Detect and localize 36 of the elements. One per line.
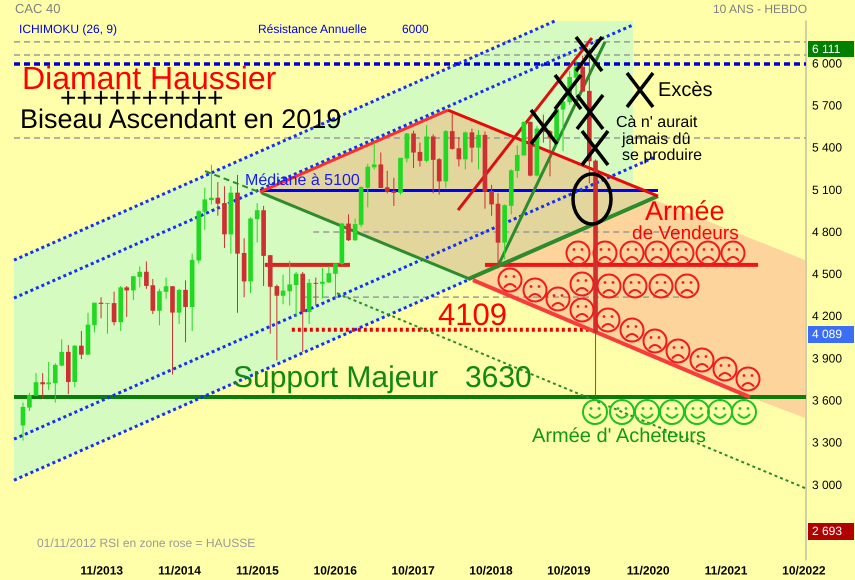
text: 2 693 [808,523,854,540]
annotation: 6000 [402,22,429,36]
x-tick-label: 11/2015 [236,564,280,578]
y-tick-label: 5 100 [812,182,842,197]
y-tick-label: 3 900 [812,351,842,366]
annotation: Excès [658,79,712,101]
y-tick-label: 4 800 [812,224,842,239]
annotation: jamais dû [622,131,690,148]
chart-subtitle: 10 ANS - HEBDO [713,2,808,16]
x-tick-label: 11/2014 [158,564,202,578]
y-tick-label: 5 700 [812,98,842,112]
x-tick-label: 11/2013 [80,564,124,578]
x-tick-label: 10/2018 [469,564,513,578]
y-tick-label: 4 200 [812,309,842,324]
text: 4 089 [808,326,854,343]
annotation: 01/11/2012 RSI en zone rose = HAUSSE [37,536,256,550]
chart-title: CAC 40 [15,0,61,16]
x-tick-label: 10/2019 [547,564,591,578]
annotation: 4109 [438,296,507,332]
x-tick-label: 10/2016 [314,564,358,578]
annotation: 3630 [465,360,532,394]
annotation: Résistance Annuelle [258,22,367,36]
x-tick-label: 11/2020 [626,564,670,578]
y-tick-label: 4 500 [812,267,842,282]
y-tick-label: 3 000 [812,478,842,492]
y-tick-label: 5 400 [812,140,842,155]
x-tick-label: 11/2021 [704,564,748,578]
y-tick-label: 6 000 [812,56,842,70]
annotation: se produire [622,147,702,164]
text: 6 111 [808,41,854,57]
annotation: Cà n' aurait [616,114,698,132]
x-tick-label: 10/2017 [391,564,436,578]
y-tick-label: 3 300 [812,436,842,450]
annotation: ICHIMOKU (26, 9) [19,22,118,36]
y-tick-label: 3 600 [812,394,842,408]
x-tick-label: 10/2022 [782,564,826,578]
